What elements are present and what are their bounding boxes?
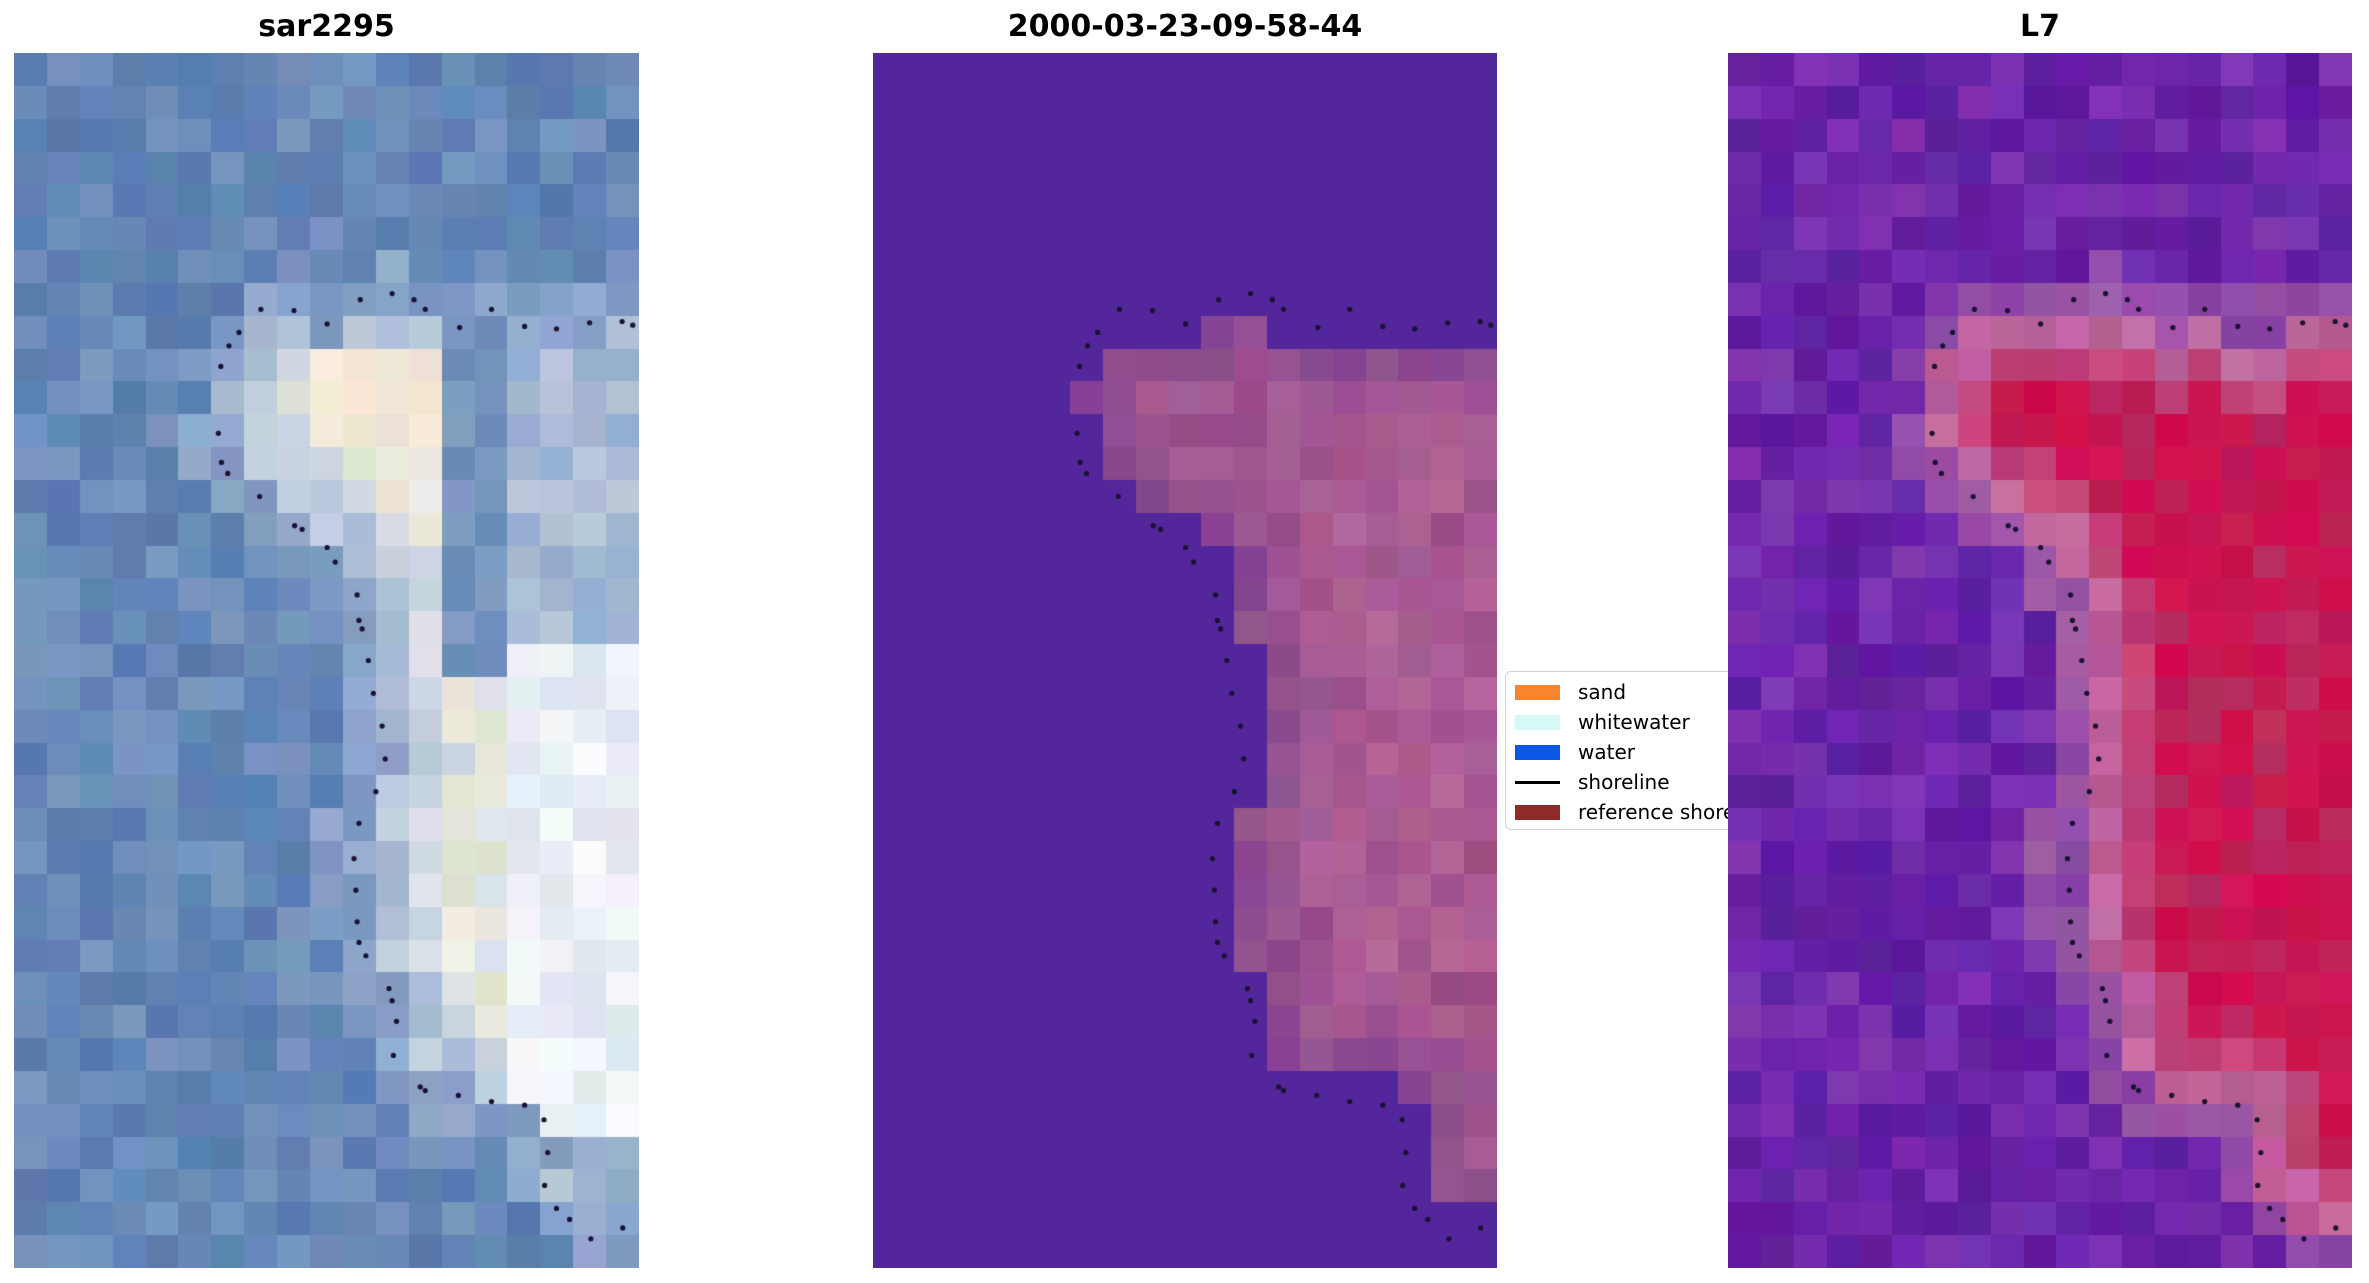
shoreline-swatch xyxy=(1515,780,1560,784)
legend-label: whitewater xyxy=(1578,710,1690,734)
legend-label: shoreline xyxy=(1578,770,1670,794)
panel-title-l7: L7 xyxy=(2020,9,2060,44)
legend-item-whitewater: whitewater xyxy=(1515,707,1796,737)
panel-title-sar2295: sar2295 xyxy=(258,9,395,44)
sar-image-panel xyxy=(14,53,639,1268)
legend-label: water xyxy=(1578,740,1635,764)
l7-image-panel xyxy=(1728,53,2352,1268)
panel-title-date: 2000-03-23-09-58-44 xyxy=(1007,9,1363,44)
legend-item-sand: sand xyxy=(1515,677,1796,707)
legend-label: sand xyxy=(1578,680,1627,704)
classified-image-panel xyxy=(873,53,1497,1268)
water-swatch xyxy=(1515,744,1560,760)
whitewater-swatch xyxy=(1515,714,1560,730)
legend-item-water: water xyxy=(1515,737,1796,767)
legend-item-shoreline: shoreline xyxy=(1515,767,1796,797)
sand-swatch xyxy=(1515,684,1560,700)
reference-shoreline-swatch xyxy=(1515,804,1560,820)
